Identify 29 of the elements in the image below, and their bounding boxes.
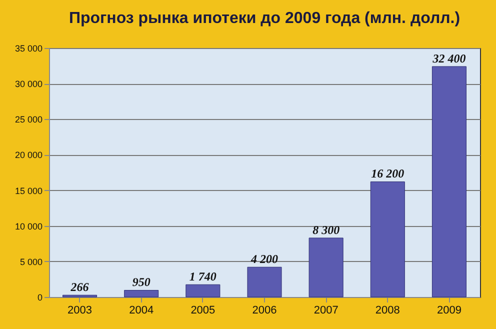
bar	[124, 290, 159, 298]
x-tick-label: 2004	[129, 304, 154, 316]
bar	[432, 66, 466, 298]
data-label: 950	[132, 275, 150, 290]
data-label: 1 740	[189, 270, 216, 284]
x-tick-label: 2008	[375, 304, 400, 316]
bar	[308, 238, 344, 298]
bar	[247, 266, 282, 298]
y-tick-label: 10 000	[14, 221, 42, 232]
data-label: 4 200	[250, 252, 278, 266]
x-tick-label: 2009	[436, 304, 462, 316]
y-tick-label: 15 000	[14, 186, 42, 196]
x-tick-label: 2005	[190, 304, 216, 316]
bar	[186, 284, 220, 298]
data-label: 8 300	[312, 222, 340, 237]
data-label: 16 200	[371, 166, 404, 181]
data-label: 266	[70, 280, 89, 294]
x-tick-label: 2006	[252, 304, 277, 316]
y-tick-label: 5 000	[20, 256, 42, 267]
y-tick-label: 35 000	[14, 44, 42, 54]
x-tick-label: 2007	[314, 304, 338, 316]
y-tick-label: 25 000	[14, 114, 42, 125]
bar	[370, 182, 405, 298]
chart-title: Прогноз рынка ипотеки до 2009 года (млн. долл.)	[68, 10, 460, 27]
y-tick-label: 20 000	[14, 150, 42, 160]
data-label: 32 400	[432, 51, 466, 66]
y-tick-label: 0	[37, 292, 42, 302]
x-tick-label: 2003	[68, 304, 92, 316]
y-tick-label: 30 000	[14, 79, 42, 90]
